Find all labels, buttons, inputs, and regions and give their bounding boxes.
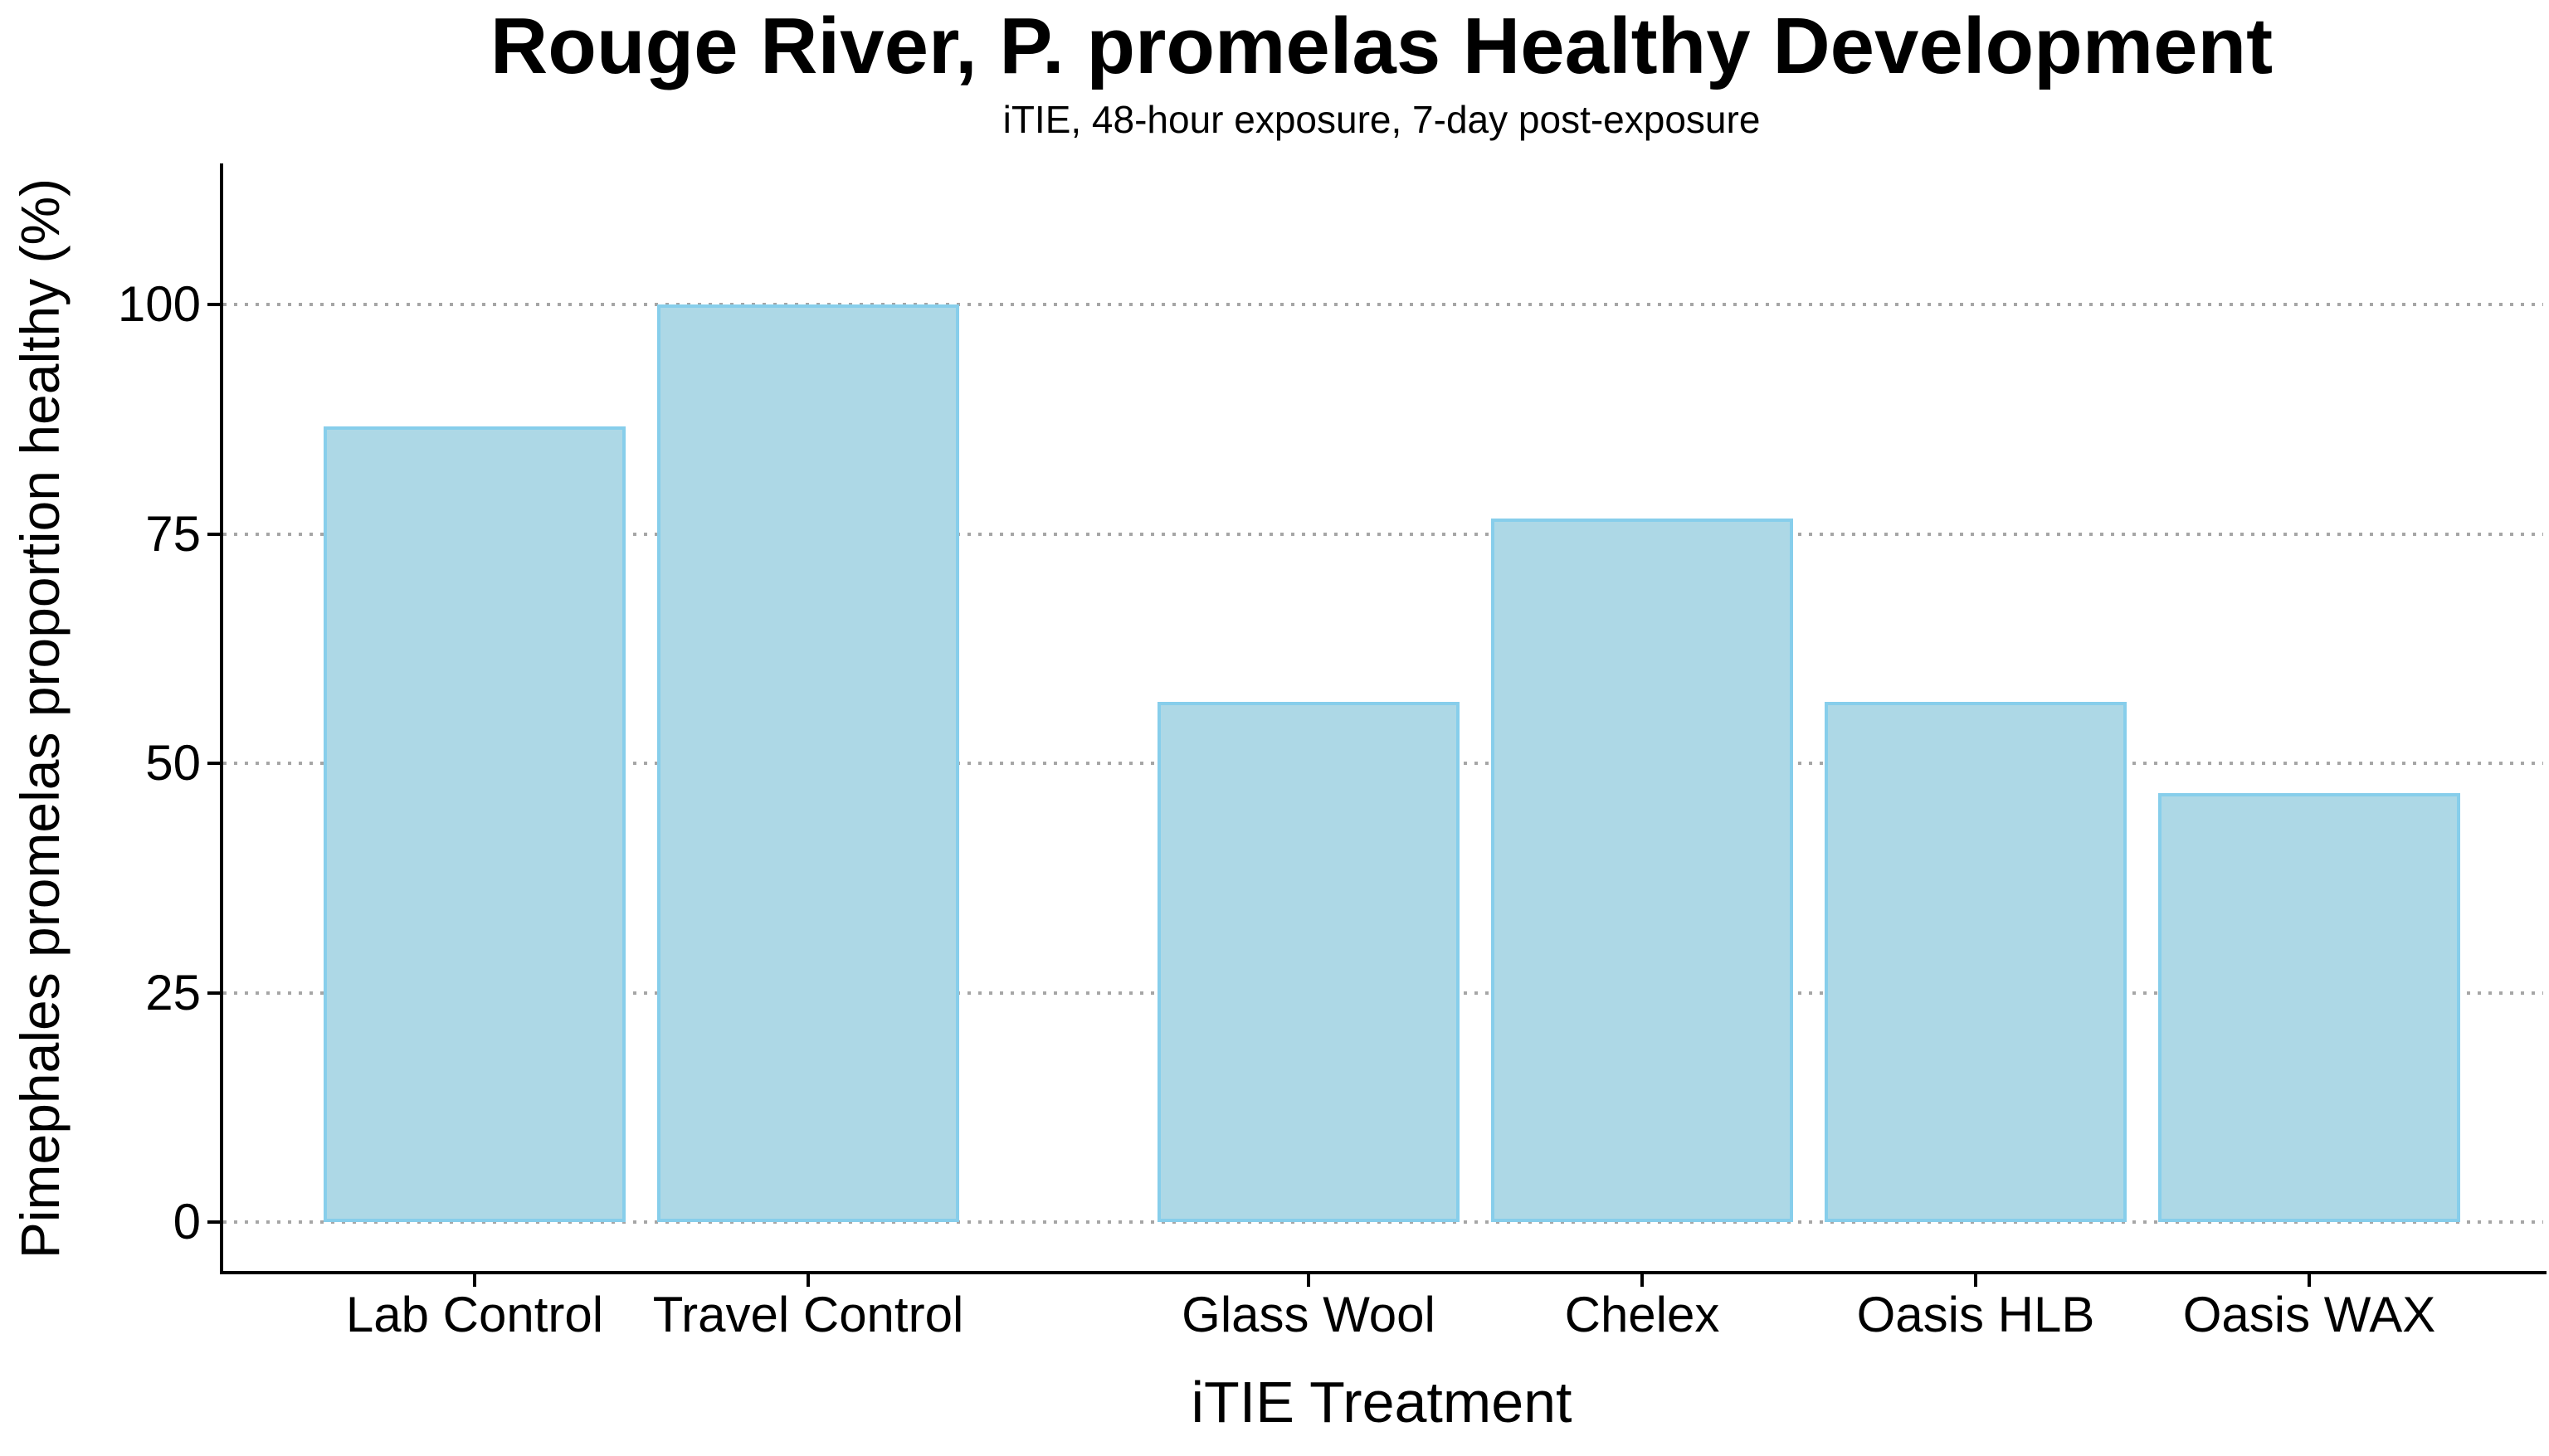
y-tick-mark-0 xyxy=(207,1220,220,1224)
x-tick-mark-lab-control xyxy=(473,1274,476,1287)
chart-title: Rouge River, P. promelas Healthy Develop… xyxy=(490,2,2274,90)
x-tick-mark-chelex xyxy=(1640,1274,1644,1287)
bar-glass-wool xyxy=(1158,702,1460,1222)
y-axis-title: Pimephales promelas proportion healthy (… xyxy=(9,178,71,1259)
bar-chelex xyxy=(1491,519,1793,1222)
x-tick-mark-glass-wool xyxy=(1307,1274,1310,1287)
gridline-y-0 xyxy=(223,1220,2543,1224)
x-tick-label-oasis-hlb: Oasis HLB xyxy=(1856,1287,2095,1342)
y-tick-mark-50 xyxy=(207,762,220,765)
x-tick-label-chelex: Chelex xyxy=(1564,1287,1720,1342)
x-tick-mark-oasis-wax xyxy=(2308,1274,2311,1287)
y-tick-label-75: 75 xyxy=(145,505,201,562)
bar-oasis-wax xyxy=(2158,793,2460,1222)
bar-travel-control xyxy=(657,304,959,1222)
x-axis-title: iTIE Treatment xyxy=(1191,1370,1572,1434)
y-tick-label-50: 50 xyxy=(145,735,201,791)
gridline-y-100 xyxy=(223,303,2543,306)
x-tick-mark-oasis-hlb xyxy=(1974,1274,1977,1287)
x-tick-mark-travel-control xyxy=(807,1274,810,1287)
chart-subtitle: iTIE, 48-hour exposure, 7-day post-expos… xyxy=(1002,98,1761,141)
bar-lab-control xyxy=(324,426,626,1222)
x-tick-label-oasis-wax: Oasis WAX xyxy=(2182,1287,2436,1342)
x-tick-label-travel-control: Travel Control xyxy=(652,1287,964,1342)
y-tick-mark-25 xyxy=(207,991,220,995)
plot-panel xyxy=(220,163,2547,1274)
bar-oasis-hlb xyxy=(1825,702,2127,1222)
y-tick-label-25: 25 xyxy=(145,964,201,1020)
gridline-y-75 xyxy=(223,532,2543,536)
y-tick-label-0: 0 xyxy=(173,1194,201,1249)
y-tick-label-100: 100 xyxy=(117,276,201,332)
y-tick-mark-75 xyxy=(207,532,220,536)
y-tick-mark-100 xyxy=(207,303,220,306)
x-tick-label-lab-control: Lab Control xyxy=(345,1287,604,1342)
x-tick-label-glass-wool: Glass Wool xyxy=(1182,1287,1435,1342)
